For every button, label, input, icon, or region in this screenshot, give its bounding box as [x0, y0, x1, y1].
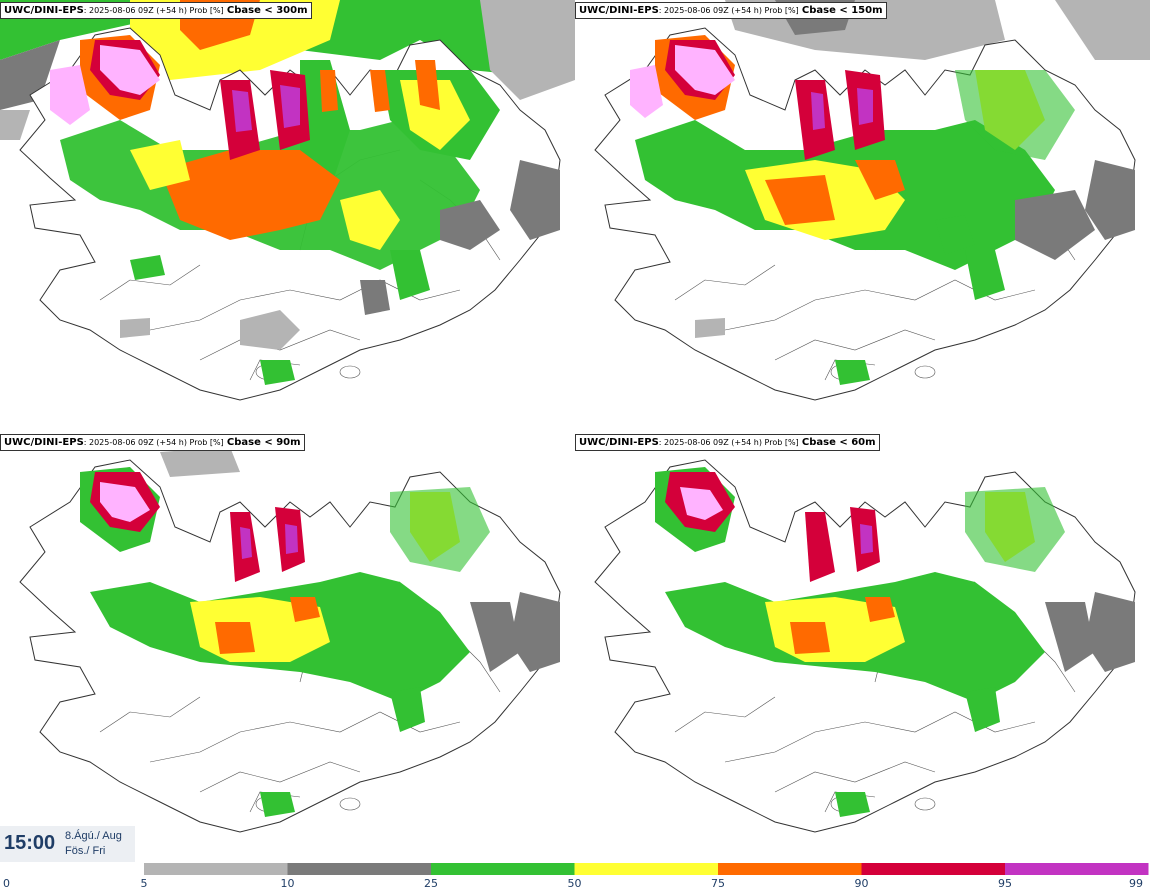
legend-bin: [718, 863, 862, 875]
variable-name: Cbase < 150m: [801, 5, 883, 16]
probability-legend: 0 5 10 25 50 75 90 95 99: [3, 863, 1149, 890]
legend-tick-label: 25: [424, 877, 438, 890]
legend-bin: [574, 863, 718, 875]
model-name: UWC/DINI-EPS: [4, 5, 84, 16]
model-name: UWC/DINI-EPS: [4, 437, 84, 448]
valid-time-box: 15:00 8.Ágú./ Aug Fös./ Fri: [0, 826, 135, 862]
run-info: : 2025-08-06 09Z (+54 h) Prob [%]: [658, 438, 799, 447]
variable-name: Cbase < 60m: [801, 437, 876, 448]
legend-tick-label: 5: [141, 877, 148, 890]
variable-name: Cbase < 300m: [226, 5, 308, 16]
valid-date-line2: Fös./ Fri: [65, 845, 106, 857]
valid-date-line1: 8.Ágú./ Aug: [65, 830, 122, 842]
legend-tick-label: 90: [855, 877, 869, 890]
panel-title: UWC/DINI-EPS: 2025-08-06 09Z (+54 h) Pro…: [575, 434, 880, 451]
panel-title: UWC/DINI-EPS: 2025-08-06 09Z (+54 h) Pro…: [0, 2, 312, 19]
map-panel-cbase-60: UWC/DINI-EPS: 2025-08-06 09Z (+54 h) Pro…: [575, 432, 1150, 862]
legend-bin: [1005, 863, 1149, 875]
probability-map: [0, 0, 575, 401]
panel-title: UWC/DINI-EPS: 2025-08-06 09Z (+54 h) Pro…: [0, 434, 305, 451]
valid-time: 15:00: [4, 832, 56, 854]
legend-bin: [287, 863, 431, 875]
legend-bin: [861, 863, 1005, 875]
panel-title: UWC/DINI-EPS: 2025-08-06 09Z (+54 h) Pro…: [575, 2, 887, 19]
map-panel-cbase-90: UWC/DINI-EPS: 2025-08-06 09Z (+54 h) Pro…: [0, 432, 575, 862]
legend-tick-label: 99: [1129, 877, 1143, 890]
run-info: : 2025-08-06 09Z (+54 h) Prob [%]: [83, 438, 224, 447]
legend-tick-label: 50: [568, 877, 582, 890]
probability-map: [594, 459, 1136, 833]
probability-map: [19, 447, 561, 833]
probability-map: [594, 0, 1150, 401]
legend-tick-label: 10: [281, 877, 295, 890]
run-info: : 2025-08-06 09Z (+54 h) Prob [%]: [83, 6, 224, 15]
model-name: UWC/DINI-EPS: [579, 437, 659, 448]
legend-tick-label: 0: [3, 877, 10, 890]
legend-tick-label: 95: [998, 877, 1012, 890]
run-info: : 2025-08-06 09Z (+54 h) Prob [%]: [658, 6, 799, 15]
legend-bin: [144, 863, 288, 875]
legend-bin: [431, 863, 575, 875]
map-panel-cbase-300: UWC/DINI-EPS: 2025-08-06 09Z (+54 h) Pro…: [0, 0, 575, 430]
model-name: UWC/DINI-EPS: [579, 5, 659, 16]
variable-name: Cbase < 90m: [226, 437, 301, 448]
legend-tick-label: 75: [711, 877, 725, 890]
map-panel-cbase-150: UWC/DINI-EPS: 2025-08-06 09Z (+54 h) Pro…: [575, 0, 1150, 430]
